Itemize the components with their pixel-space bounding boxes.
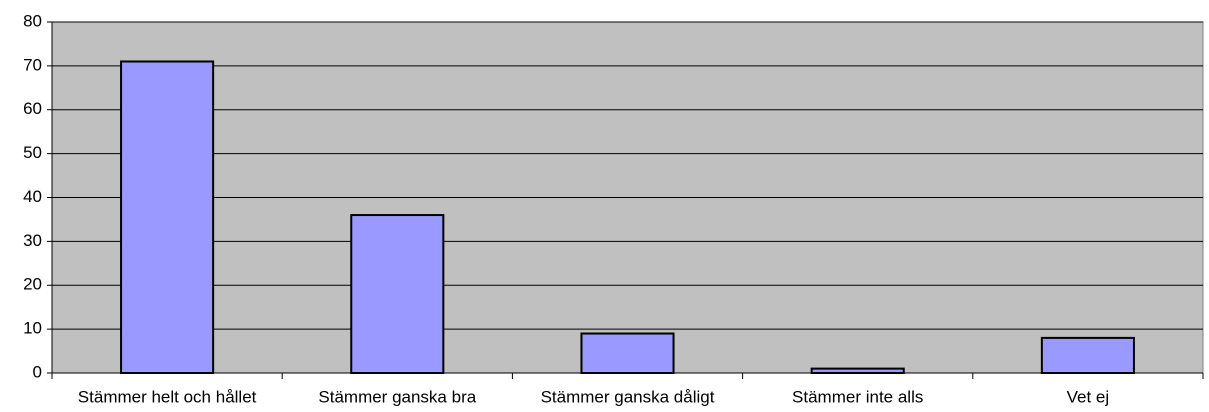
y-tick-label: 50 (23, 143, 42, 162)
bar (1040, 336, 1135, 374)
y-tick-label: 60 (23, 99, 42, 118)
y-tick-label: 30 (23, 231, 42, 250)
y-tick-label: 70 (23, 55, 42, 74)
x-tick-label: Stämmer ganska dåligt (541, 387, 715, 406)
bar (580, 332, 675, 375)
y-tick-label: 80 (23, 11, 42, 30)
x-tick-label: Stämmer ganska bra (318, 387, 476, 406)
y-tick-label: 10 (23, 319, 42, 338)
bar (120, 60, 215, 375)
y-tick-label: 20 (23, 275, 42, 294)
y-tick-label: 0 (33, 362, 42, 381)
x-tick-label: Stämmer helt och hållet (78, 387, 257, 406)
x-tick-label: Vet ej (1067, 387, 1110, 406)
bar (810, 367, 905, 374)
bar (350, 214, 445, 374)
y-tick-label: 40 (23, 187, 42, 206)
x-tick-label: Stämmer inte alls (792, 387, 923, 406)
